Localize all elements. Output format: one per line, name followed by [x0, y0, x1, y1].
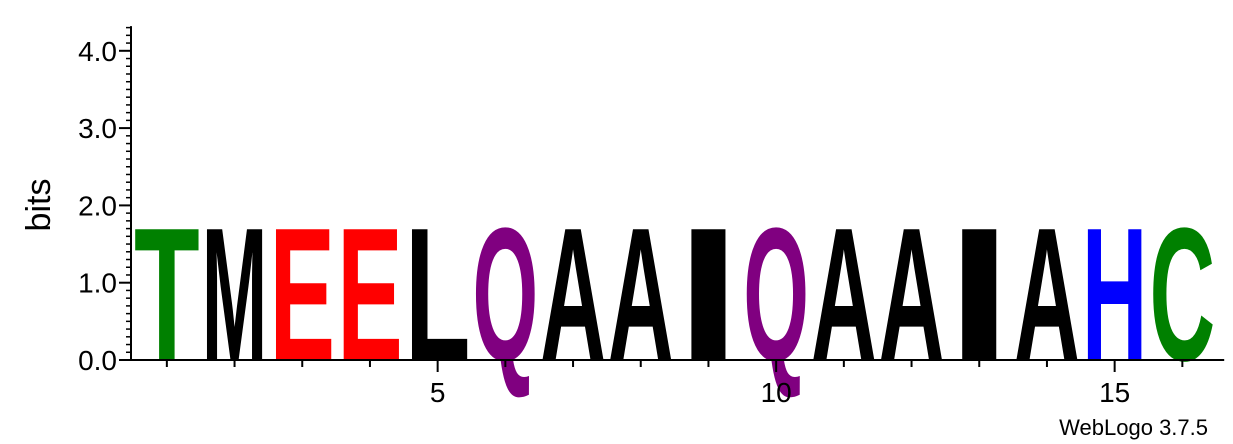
logo-letter-a: A [608, 188, 674, 401]
logo-letter-a: A [811, 188, 877, 401]
logo-letter-i: I [946, 189, 1012, 401]
logo-letter-q: Q [473, 189, 539, 401]
y-tick-label: 4.0 [78, 36, 117, 67]
logo-letter-e: E [337, 189, 403, 401]
logo-letter-c: C [1150, 188, 1216, 401]
y-tick-label: 0.0 [78, 345, 117, 376]
x-tick-label: 5 [430, 377, 446, 408]
y-tick-label: 2.0 [78, 190, 117, 221]
logo-letter-m: M [202, 188, 268, 401]
logo-letter-i: I [676, 189, 742, 401]
weblogo-version-label: WebLogo 3.7.5 [1059, 415, 1208, 440]
logo-letter-t: T [134, 188, 200, 401]
logo-letter-a: A [540, 188, 606, 401]
y-tick-label: 3.0 [78, 113, 117, 144]
x-tick-label: 10 [761, 377, 792, 408]
y-axis: 0.0 1.0 2.0 3.0 4.0 [78, 26, 132, 376]
logo-letter-a: A [879, 188, 945, 401]
logo-letter-a: A [1014, 188, 1080, 401]
x-tick-label: 15 [1099, 377, 1130, 408]
y-axis-label: bits [20, 179, 58, 232]
y-tick-label: 1.0 [78, 268, 117, 299]
x-axis: 5 10 15 [131, 359, 1225, 408]
logo-letter-e: E [269, 189, 335, 401]
